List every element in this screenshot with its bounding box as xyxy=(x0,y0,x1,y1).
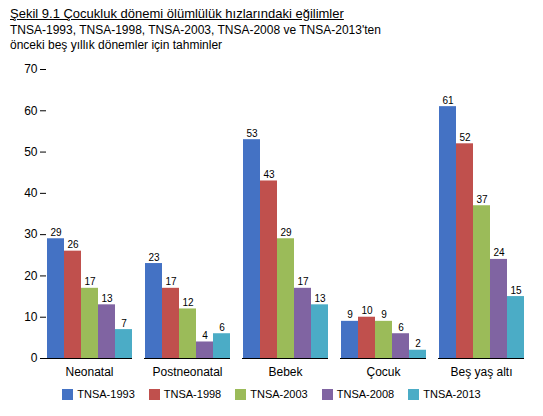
svg-text:Beş yaş altı: Beş yaş altı xyxy=(450,365,512,379)
svg-text:9: 9 xyxy=(347,309,353,320)
svg-text:29: 29 xyxy=(50,227,62,238)
html-text:TNSA-2008: TNSA-2008 xyxy=(336,388,395,400)
svg-text:2: 2 xyxy=(415,338,421,349)
html-text:TNSA-1998: TNSA-1998 xyxy=(163,388,222,400)
svg-text:61: 61 xyxy=(442,95,454,106)
svg-text:17: 17 xyxy=(84,276,96,287)
svg-text:6: 6 xyxy=(219,322,225,333)
svg-text:10: 10 xyxy=(24,310,38,324)
svg-text:9: 9 xyxy=(381,309,387,320)
svg-text:Çocuk: Çocuk xyxy=(366,365,401,379)
svg-text:52: 52 xyxy=(459,132,471,143)
svg-text:70: 70 xyxy=(24,62,38,76)
svg-text:17: 17 xyxy=(165,276,177,287)
svg-text:37: 37 xyxy=(476,194,488,205)
svg-text:4: 4 xyxy=(202,330,208,341)
html-text:TNSA-1993: TNSA-1993 xyxy=(77,388,135,400)
svg-text:12: 12 xyxy=(182,297,194,308)
svg-text:0: 0 xyxy=(31,351,38,365)
svg-text:Bebek: Bebek xyxy=(268,365,303,379)
svg-text:30: 30 xyxy=(24,227,38,241)
svg-text:17: 17 xyxy=(297,276,309,287)
svg-text:13: 13 xyxy=(314,293,326,304)
svg-text:10: 10 xyxy=(361,305,373,316)
svg-text:60: 60 xyxy=(24,104,38,118)
svg-text:Neonatal: Neonatal xyxy=(65,365,113,379)
svg-text:50: 50 xyxy=(24,145,38,159)
html-text:TNSA-1993, TNSA-1998, TNSA-200: TNSA-1993, TNSA-1998, TNSA-2003, TNSA-20… xyxy=(10,23,381,37)
svg-text:Postneonatal: Postneonatal xyxy=(152,365,222,379)
svg-text:20: 20 xyxy=(24,269,38,283)
html-text:TNSA-2013: TNSA-2013 xyxy=(423,388,481,400)
svg-text:29: 29 xyxy=(280,227,292,238)
html-text:Şekil 9.1 Çocukluk dönemi ölüm: Şekil 9.1 Çocukluk dönemi ölümlülük hızl… xyxy=(10,6,344,21)
svg-text:13: 13 xyxy=(101,293,113,304)
svg-text:7: 7 xyxy=(121,318,127,329)
svg-text:53: 53 xyxy=(246,128,258,139)
svg-text:40: 40 xyxy=(24,186,38,200)
html-text:önceki beş yıllık dönemler içi: önceki beş yıllık dönemler için tahminle… xyxy=(10,38,223,52)
svg-text:24: 24 xyxy=(493,247,505,258)
svg-text:15: 15 xyxy=(510,285,522,296)
svg-text:6: 6 xyxy=(398,322,404,333)
svg-text:43: 43 xyxy=(263,169,275,180)
svg-text:23: 23 xyxy=(148,252,160,263)
svg-text:26: 26 xyxy=(67,239,79,250)
html-text:TNSA-2003: TNSA-2003 xyxy=(250,388,308,400)
